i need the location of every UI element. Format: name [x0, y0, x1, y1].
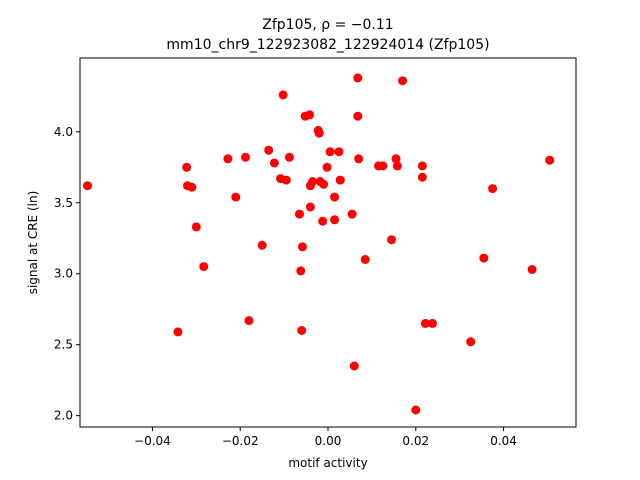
data-point: [545, 155, 555, 165]
data-point: [330, 192, 340, 202]
data-point: [298, 242, 307, 252]
data-point: [349, 361, 359, 371]
x-tick-label: 0.04: [490, 434, 517, 448]
data-point: [295, 209, 304, 219]
data-point: [281, 175, 291, 185]
data-point: [191, 222, 201, 232]
y-tick-label: 4.0: [54, 125, 73, 139]
y-tick-label: 3.0: [54, 267, 73, 281]
data-point: [264, 145, 274, 155]
data-point: [398, 76, 408, 86]
data-point: [378, 161, 388, 171]
data-point: [297, 326, 307, 335]
data-point: [182, 162, 192, 172]
x-axis-label: motif activity: [288, 456, 367, 470]
data-point: [527, 265, 537, 274]
data-point: [387, 235, 397, 245]
x-tick-label: 0.00: [315, 434, 342, 448]
data-point: [335, 175, 345, 185]
data-point: [314, 128, 324, 138]
data-point: [296, 266, 306, 276]
data-point: [284, 152, 294, 162]
data-point: [391, 154, 401, 164]
data-point: [257, 240, 267, 250]
data-point: [318, 216, 328, 226]
data-point: [322, 162, 332, 172]
data-point: [305, 202, 315, 212]
data-point: [305, 110, 315, 120]
data-point: [479, 253, 489, 263]
x-axis: −0.04 −0.02 0.00 0.02 0.04: [134, 427, 517, 448]
x-tick-label: 0.02: [402, 434, 429, 448]
data-point: [354, 154, 364, 164]
y-axis: 2.0 2.5 3.0 3.5 4.0: [54, 125, 80, 423]
data-point: [199, 262, 209, 272]
data-point: [269, 158, 279, 168]
data-point: [83, 181, 92, 191]
y-axis-label: signal at CRE (ln): [26, 191, 40, 295]
data-point: [417, 161, 427, 171]
data-point: [411, 405, 421, 415]
data-point: [187, 182, 197, 192]
x-tick-label: −0.04: [134, 434, 171, 448]
data-point: [360, 255, 370, 264]
plot-area: [83, 73, 555, 415]
data-point: [347, 209, 357, 219]
data-point: [466, 337, 476, 347]
x-tick-label: −0.02: [222, 434, 259, 448]
data-point: [392, 161, 402, 171]
chart-title-line2: mm10_chr9_122923082_122924014 (Zfp105): [166, 37, 489, 53]
data-point: [428, 318, 437, 328]
data-point: [417, 172, 427, 182]
data-point: [488, 184, 498, 194]
y-tick-label: 2.5: [54, 338, 73, 352]
y-tick-label: 3.5: [54, 196, 73, 210]
y-tick-label: 2.0: [54, 409, 73, 423]
data-point: [223, 154, 233, 164]
data-point: [420, 318, 430, 328]
data-point: [231, 192, 241, 202]
data-point: [330, 215, 340, 225]
data-point: [325, 147, 335, 157]
data-point: [319, 179, 329, 189]
plot-frame: [79, 57, 577, 428]
chart-title-line1: Zfp105, ρ = −0.11: [262, 17, 393, 33]
data-point: [173, 327, 183, 337]
data-point: [334, 147, 344, 157]
data-point: [278, 90, 288, 100]
data-point: [308, 177, 318, 186]
data-point: [241, 152, 250, 162]
data-point: [353, 73, 363, 83]
data-point: [353, 111, 363, 121]
data-point: [244, 316, 254, 326]
